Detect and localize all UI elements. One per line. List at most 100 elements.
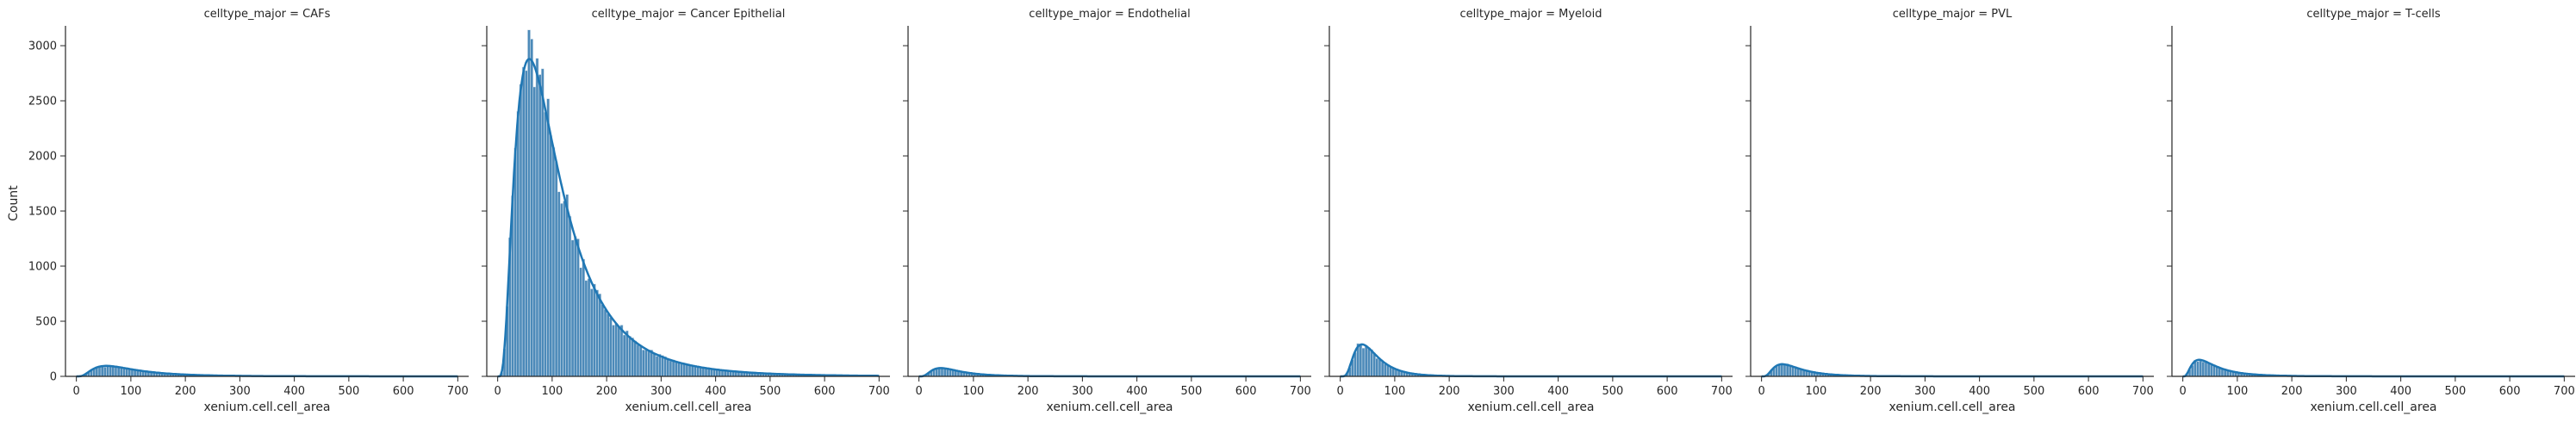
histogram-bar [516, 111, 520, 377]
histogram-bar [1389, 366, 1392, 377]
x-tick-label: 600 [2499, 385, 2521, 398]
histogram-bar [603, 308, 607, 377]
facet-panel: celltype_major = Endothelial 0 100 200 300 40… [903, 8, 1311, 414]
histogram-bar [519, 84, 523, 377]
histogram-bar [111, 366, 115, 377]
histogram-bar [1372, 352, 1377, 377]
histogram-bar [655, 356, 659, 377]
histogram-bar [699, 367, 703, 377]
histogram-bar [600, 304, 605, 377]
histogram-bar [532, 86, 537, 377]
histogram-bar [720, 370, 725, 377]
x-tick-label: 400 [1126, 385, 1148, 398]
histogram-bars [2185, 359, 2363, 377]
histogram-bar [682, 363, 687, 377]
histogram-bar [100, 365, 104, 377]
y-tick-label: 500 [35, 316, 57, 329]
histogram-bar [573, 236, 577, 377]
histogram-bar [666, 358, 670, 377]
x-tick-label: 200 [2281, 385, 2303, 398]
facet-panel: celltype_major = Myeloid 0 100 200 300 400 500… [1324, 8, 1733, 414]
histogram-bar [715, 369, 719, 377]
x-tick-label: 100 [962, 385, 984, 398]
x-tick-label: 400 [705, 385, 726, 398]
x-axis-label: xenium.cell.cell_area [1046, 400, 1173, 414]
facet-panel: celltype_major = T-cells 0 100 200 300 400 500… [2167, 8, 2575, 414]
x-tick-label: 700 [1711, 385, 1733, 398]
histogram-bar [2206, 363, 2211, 377]
facet-panels: celltype_major = CAFs 0 100 200 300 400 500 600… [28, 8, 2575, 414]
histogram-bar [527, 29, 531, 377]
histogram-bar [116, 367, 121, 377]
x-tick-label: 700 [2554, 385, 2575, 398]
x-tick-label: 100 [120, 385, 141, 398]
x-tick-label: 700 [447, 385, 469, 398]
x-tick-label: 500 [2023, 385, 2044, 398]
x-tick-label: 500 [1602, 385, 1623, 398]
histogram-bar [538, 74, 542, 377]
x-tick-label: 200 [1017, 385, 1039, 398]
histogram-bar [568, 215, 572, 377]
histogram-bar [549, 135, 553, 377]
x-tick-label: 0 [1758, 385, 1765, 398]
y-tick-label: 1500 [28, 206, 57, 219]
panel-title: celltype_major = CAFs [204, 8, 331, 21]
histogram-bar [563, 201, 566, 377]
x-tick-label: 0 [1337, 385, 1344, 398]
panel-title: celltype_major = Cancer Epithelial [592, 8, 786, 21]
x-tick-label: 300 [2336, 385, 2357, 398]
y-tick-label: 2000 [28, 151, 57, 164]
histogram-bar [576, 239, 580, 377]
histogram-bar [546, 98, 550, 377]
histogram-bar [119, 367, 123, 377]
histogram-bar [540, 68, 544, 377]
histogram-bar [2199, 360, 2203, 377]
histogram-bar [122, 368, 126, 377]
y-tick-label: 2500 [28, 96, 57, 109]
histogram-bar [584, 280, 588, 377]
x-tick-label: 100 [1805, 385, 1826, 398]
x-tick-label: 0 [495, 385, 501, 398]
histogram-bar [614, 323, 619, 377]
histogram-bar [680, 363, 683, 377]
x-tick-label: 500 [759, 385, 781, 398]
histogram-bar [723, 370, 727, 377]
x-tick-label: 700 [2132, 385, 2154, 398]
y-tick-label: 3000 [28, 40, 57, 53]
histogram-bar [525, 70, 528, 377]
histogram-bar [560, 202, 563, 377]
histogram-bar [544, 111, 547, 377]
histogram-bar [589, 289, 594, 377]
x-tick-label: 200 [1860, 385, 1882, 398]
histogram-bar [609, 317, 613, 377]
x-axis-label: xenium.cell.cell_area [1467, 400, 1594, 414]
x-tick-label: 300 [1072, 385, 1093, 398]
histogram-bar [625, 330, 629, 377]
histogram-bar [628, 336, 632, 377]
x-tick-label: 100 [1384, 385, 1405, 398]
histogram-bar [617, 326, 621, 377]
histogram-bar [606, 313, 610, 377]
x-axis-label: xenium.cell.cell_area [2310, 400, 2436, 414]
histogram-bar [652, 352, 656, 377]
histogram-bar [688, 364, 692, 377]
panel-title: celltype_major = T-cells [2306, 8, 2440, 21]
histogram-bar [97, 366, 102, 377]
panel-title: celltype_major = PVL [1893, 8, 2013, 21]
panel-title: celltype_major = Myeloid [1460, 8, 1602, 21]
histogram-bars [500, 29, 880, 377]
x-tick-label: 700 [1290, 385, 1311, 398]
histogram-bar [647, 349, 650, 377]
histogram-bar [636, 344, 640, 377]
histogram-bar [937, 368, 942, 377]
histogram-bar [535, 58, 539, 377]
x-tick-label: 0 [2180, 385, 2187, 398]
histogram-bar [677, 362, 681, 377]
x-tick-label: 600 [2078, 385, 2100, 398]
x-tick-label: 300 [650, 385, 672, 398]
panel-title: celltype_major = Endothelial [1029, 8, 1190, 21]
histogram-bar [671, 359, 675, 377]
x-tick-label: 300 [1493, 385, 1515, 398]
y-axis-label: Count [7, 185, 21, 221]
histogram-bar [1775, 366, 1778, 377]
